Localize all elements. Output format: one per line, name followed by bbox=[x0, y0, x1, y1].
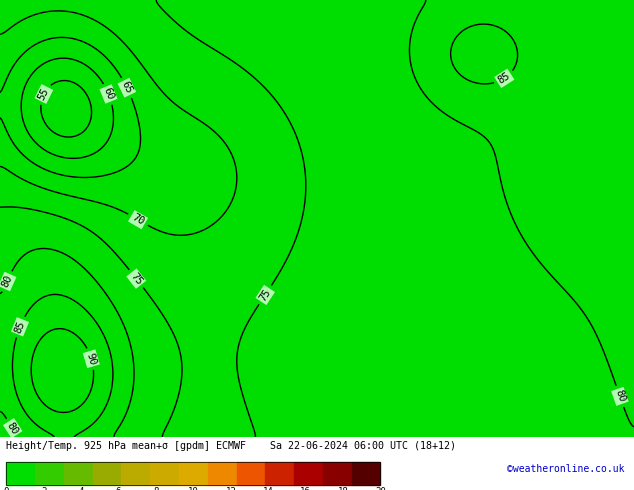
Text: 80: 80 bbox=[0, 274, 15, 289]
Bar bbox=[265, 463, 294, 485]
Bar bbox=[208, 463, 236, 485]
Text: 55: 55 bbox=[37, 86, 51, 102]
Text: 14: 14 bbox=[263, 487, 273, 490]
Text: 4: 4 bbox=[79, 487, 84, 490]
Text: 80: 80 bbox=[5, 420, 20, 436]
Text: 80: 80 bbox=[613, 389, 626, 404]
Text: 18: 18 bbox=[338, 487, 348, 490]
Text: 75: 75 bbox=[257, 287, 273, 303]
Text: 85: 85 bbox=[13, 319, 27, 335]
Bar bbox=[323, 463, 352, 485]
Bar bbox=[64, 463, 93, 485]
Bar bbox=[35, 463, 64, 485]
Text: 10: 10 bbox=[188, 487, 198, 490]
Text: ©weatheronline.co.uk: ©weatheronline.co.uk bbox=[507, 464, 624, 474]
Text: 90: 90 bbox=[85, 351, 98, 366]
Text: 12: 12 bbox=[226, 487, 236, 490]
Text: 0: 0 bbox=[4, 487, 9, 490]
Bar bbox=[93, 463, 122, 485]
Bar bbox=[236, 463, 265, 485]
Text: 60: 60 bbox=[101, 86, 115, 101]
Text: 16: 16 bbox=[301, 487, 311, 490]
Bar bbox=[122, 463, 150, 485]
Bar bbox=[352, 463, 380, 485]
Bar bbox=[179, 463, 208, 485]
Text: 6: 6 bbox=[116, 487, 121, 490]
Text: 2: 2 bbox=[41, 487, 46, 490]
Text: 20: 20 bbox=[375, 487, 385, 490]
Bar bbox=[6, 463, 380, 485]
Text: 65: 65 bbox=[120, 80, 134, 96]
Bar bbox=[6, 463, 35, 485]
Bar bbox=[150, 463, 179, 485]
Text: 70: 70 bbox=[130, 212, 146, 227]
Text: Height/Temp. 925 hPa mean+σ [gpdm] ECMWF    Sa 22-06-2024 06:00 UTC (18+12): Height/Temp. 925 hPa mean+σ [gpdm] ECMWF… bbox=[6, 441, 456, 451]
Text: 75: 75 bbox=[129, 270, 144, 287]
Bar bbox=[294, 463, 323, 485]
Text: 8: 8 bbox=[153, 487, 158, 490]
Text: 85: 85 bbox=[496, 71, 512, 86]
